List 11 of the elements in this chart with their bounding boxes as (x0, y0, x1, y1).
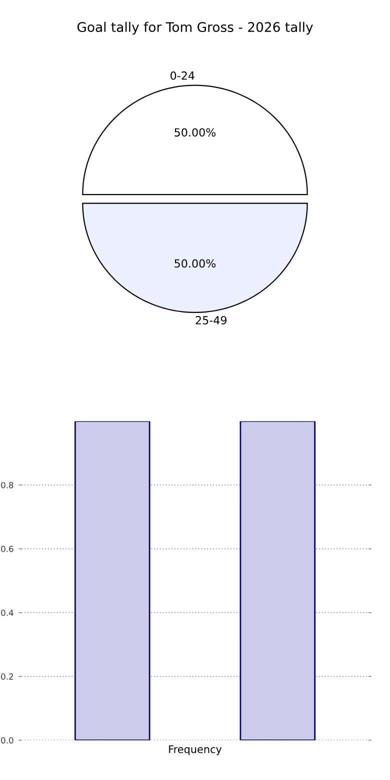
data-label: 50.00% (174, 259, 216, 268)
slice-label: 25-49 (196, 316, 227, 324)
y-tick-label: 0.4 (1, 610, 14, 616)
x-axis-title: Frequency (169, 745, 222, 756)
y-tick-label: 0.8 (1, 482, 14, 488)
slice-label: 0-24 (170, 71, 194, 80)
y-tick-label: 0.6 (1, 546, 14, 552)
y-tick-label: 0.0 (1, 737, 14, 744)
chart-title: Goal tally for Tom Gross - 2026 tally (77, 22, 313, 35)
data-label: 50.00% (174, 128, 216, 137)
y-tick-label: 0.2 (1, 673, 13, 680)
